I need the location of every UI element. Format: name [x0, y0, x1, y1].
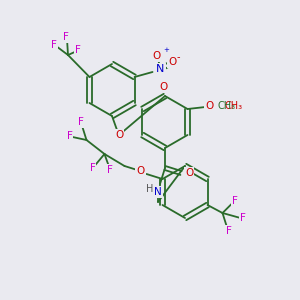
- Text: N: N: [154, 187, 162, 197]
- Text: F: F: [232, 196, 238, 206]
- Text: N: N: [156, 64, 165, 74]
- Text: CH₃: CH₃: [224, 101, 243, 111]
- Text: O: O: [159, 82, 167, 92]
- Text: O: O: [152, 51, 160, 61]
- Text: F: F: [240, 213, 245, 223]
- Text: F: F: [63, 32, 69, 42]
- Text: +: +: [164, 47, 169, 53]
- Text: CH₃: CH₃: [218, 101, 236, 111]
- Text: O: O: [115, 130, 123, 140]
- Text: F: F: [51, 40, 57, 50]
- Text: H: H: [146, 184, 154, 194]
- Text: O: O: [168, 57, 177, 67]
- Text: O: O: [206, 101, 214, 111]
- Text: F: F: [67, 131, 72, 141]
- Text: F: F: [77, 117, 83, 127]
- Text: F: F: [75, 45, 81, 55]
- Text: F: F: [89, 163, 95, 173]
- Text: F: F: [106, 165, 112, 175]
- Text: -: -: [177, 52, 180, 62]
- Text: F: F: [226, 226, 232, 236]
- Text: O: O: [136, 166, 145, 176]
- Text: O: O: [185, 168, 193, 178]
